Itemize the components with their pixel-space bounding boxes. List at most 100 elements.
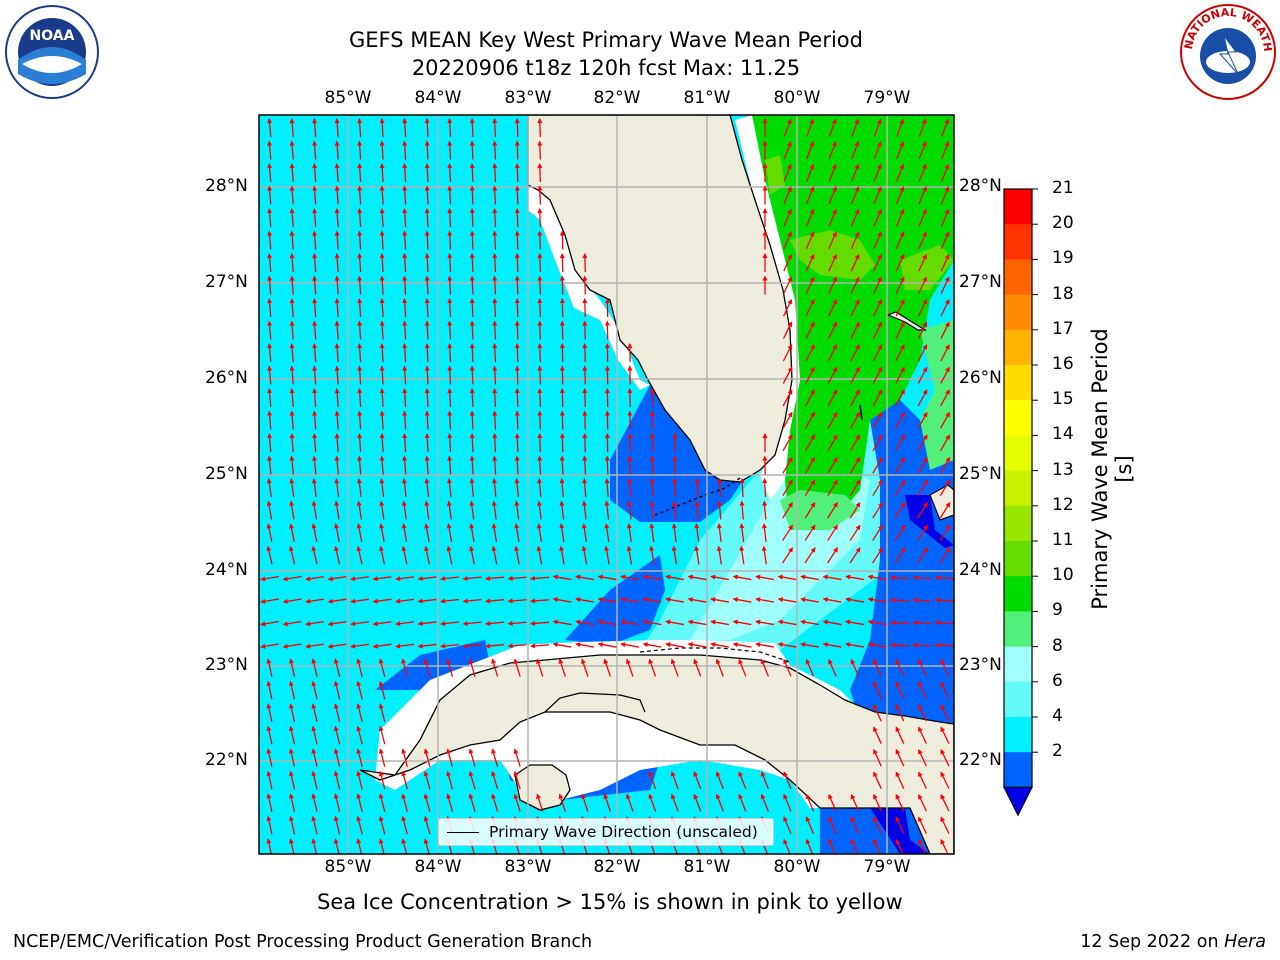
latitude-label: 23°N [959,655,1002,675]
wave-direction-arrow [872,456,883,474]
wave-direction-arrow [805,411,815,429]
wave-direction-arrow [334,388,340,408]
wave-direction-arrow [357,365,363,385]
chart-subtitle: 20220906 t18z 120h fcst Max: 11.25 [411,56,801,80]
wave-direction-arrow [492,298,498,318]
wave-direction-arrow [940,816,950,834]
wave-direction-arrow [514,388,520,408]
wave-direction-arrow [423,770,431,790]
wave-direction-arrow [939,547,951,564]
wave-direction-arrow [537,275,543,295]
wave-direction-arrow [379,455,385,475]
wave-direction-arrow [288,680,296,700]
wave-direction-arrow [895,298,905,317]
wave-direction-arrow [469,320,475,340]
wave-direction-arrow [289,230,295,250]
latitude-label: 23°N [205,655,248,675]
footer-date: 12 Sep 2022 on [1080,932,1219,952]
wave-direction-arrow [850,231,860,249]
wave-direction-arrow [732,642,752,648]
wave-direction-arrow [642,642,662,648]
wave-direction-arrow [559,478,565,498]
colorbar-segment [1004,400,1032,436]
wave-direction-arrow [604,410,610,430]
wave-direction-arrow [333,815,341,835]
wave-direction-arrow [604,523,610,543]
wave-direction-arrow [828,118,837,137]
wave-direction-arrow [469,523,475,542]
wave-direction-arrow [872,344,883,362]
wave-direction-arrow [687,597,707,603]
wave-direction-arrow [537,320,543,340]
wave-direction-arrow [800,574,819,581]
wave-direction-arrow [849,456,861,474]
wave-direction-arrow [267,410,273,430]
wave-direction-arrow [845,574,864,581]
wave-direction-arrow [447,455,453,475]
wave-direction-arrow [642,619,662,626]
wave-direction-arrow [311,793,318,812]
wave-direction-arrow [537,455,543,475]
wave-direction-arrow [804,456,816,474]
wave-direction-arrow [940,748,950,767]
wave-direction-arrow [266,770,273,790]
wave-direction-arrow [783,658,792,677]
wave-direction-arrow [604,478,610,498]
wave-direction-arrow [312,455,317,475]
wave-direction-arrow [401,748,408,767]
wave-direction-arrow [485,620,505,626]
wave-direction-arrow [447,253,453,273]
wave-direction-arrow [356,545,363,565]
wave-direction-arrow [266,680,273,700]
wave-direction-arrow [491,658,499,677]
wave-direction-arrow [777,597,797,603]
wave-direction-arrow [267,433,273,453]
wave-direction-arrow [378,793,386,812]
wave-direction-arrow [312,433,318,453]
wave-direction-arrow [849,434,861,452]
wave-direction-arrow [828,793,837,812]
wave-direction-arrow [289,320,295,340]
wave-direction-arrow [895,703,905,722]
wave-direction-arrow [665,597,684,603]
colorbar-segment [1004,611,1032,648]
wave-direction-arrow [423,748,431,767]
wave-direction-arrow [530,575,550,581]
wave-direction-arrow [918,231,927,249]
wave-direction-arrow [805,793,815,812]
wave-direction-arrow [311,658,318,677]
wave-direction-arrow [334,185,340,205]
wave-direction-arrow [469,118,475,138]
wave-direction-arrow [851,118,860,137]
longitude-label: 79°W [863,88,911,108]
wave-direction-arrow [777,619,797,626]
wave-direction-arrow [446,770,454,790]
wave-direction-arrow [378,703,386,722]
wave-direction-arrow [850,276,860,294]
wave-direction-arrow [333,703,341,722]
wave-direction-arrow [665,619,684,626]
wave-direction-arrow [462,576,482,581]
wave-direction-arrow [311,545,318,565]
wave-direction-arrow [693,793,702,812]
wave-direction-arrow [806,141,815,160]
wave-direction-arrow [850,321,860,339]
wave-direction-arrow [783,253,792,272]
wave-direction-arrow [715,793,724,812]
wave-direction-arrow [941,141,950,160]
wave-direction-arrow [597,619,617,626]
wave-direction-arrow [401,770,408,790]
wave-direction-arrow [873,771,882,789]
colorbar-label: Primary Wave Mean Period [s] [1088,328,1136,610]
wave-direction-arrow [828,141,837,160]
wave-direction-arrow [402,230,408,250]
wave-direction-arrow [895,771,905,789]
wave-direction-arrow [805,208,815,227]
wave-direction-arrow [305,643,324,649]
wave-direction-arrow [805,658,815,677]
wave-direction-arrow [850,389,860,407]
wave-direction-arrow [762,500,768,520]
wave-direction-arrow [289,365,295,385]
wave-direction-arrow [559,253,565,273]
wave-direction-arrow [469,163,475,183]
